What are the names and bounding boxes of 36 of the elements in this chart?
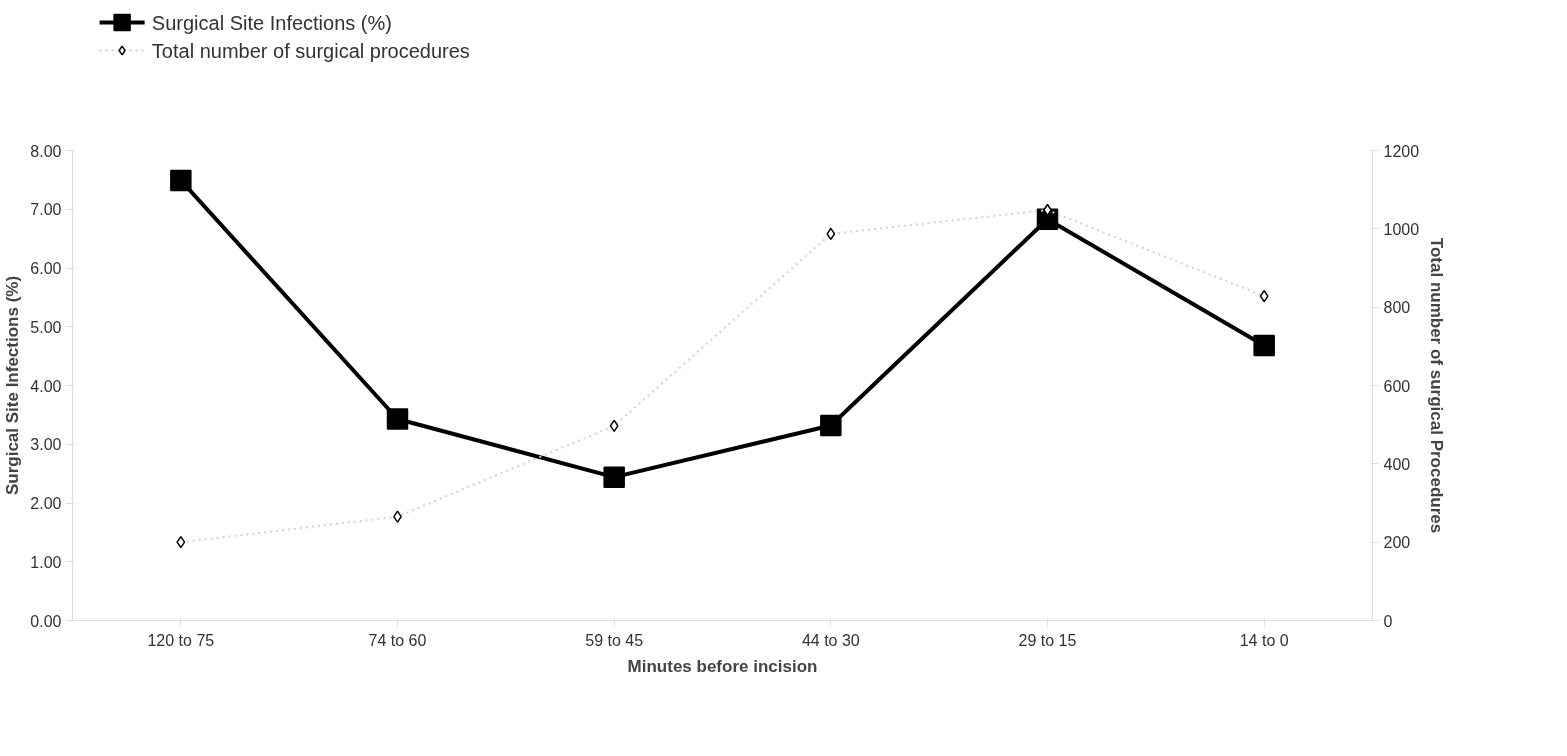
point [820,414,842,437]
x-tick-label: 120 to 75 [147,631,215,649]
y2-tick-label: 800 [1383,299,1411,317]
y-tick-label: 7.00 [30,201,62,219]
y-tick-label: 8.00 [30,142,62,160]
point [170,169,192,192]
y2-tick-label: 400 [1383,455,1411,473]
legend-label: Surgical Site Infections (%) [151,11,392,34]
y2-tick-label: 0 [1383,612,1393,630]
y-tick-label: 0.00 [30,612,62,630]
y-tick-label: 6.00 [30,260,62,277]
y2-tick-label: 1200 [1383,142,1420,160]
y2-tick-label: 1000 [1383,220,1420,238]
point [826,227,836,241]
point [386,408,409,430]
y-tick-label: 3.00 [30,436,62,454]
x-tick-label: 14 to 0 [1239,631,1289,649]
y-axis-title: Surgical Site Infections (%) [3,275,23,496]
y-tick-label: 2.00 [30,495,62,512]
x-tick-label: 29 to 15 [1018,631,1077,649]
point [1253,334,1275,357]
y2-axis-title: Total number of surgical Procedures [1427,237,1447,534]
point [176,535,186,549]
y2-tick-label: 600 [1383,377,1411,395]
x-tick-label: 74 to 60 [368,631,427,649]
point [609,419,619,433]
y-tick-label: 4.00 [30,377,62,395]
x-tick-label: 59 to 45 [585,631,644,649]
legend-label: Total number of surgical procedures [151,39,470,62]
x-tick-label: 44 to 30 [801,631,860,649]
y2-tick-label: 200 [1383,534,1411,552]
point [1259,289,1269,303]
point [603,466,625,488]
y-tick-label: 1.00 [30,553,62,571]
y-tick-label: 5.00 [30,318,62,336]
x-axis-title: Minutes before incision [627,656,818,676]
